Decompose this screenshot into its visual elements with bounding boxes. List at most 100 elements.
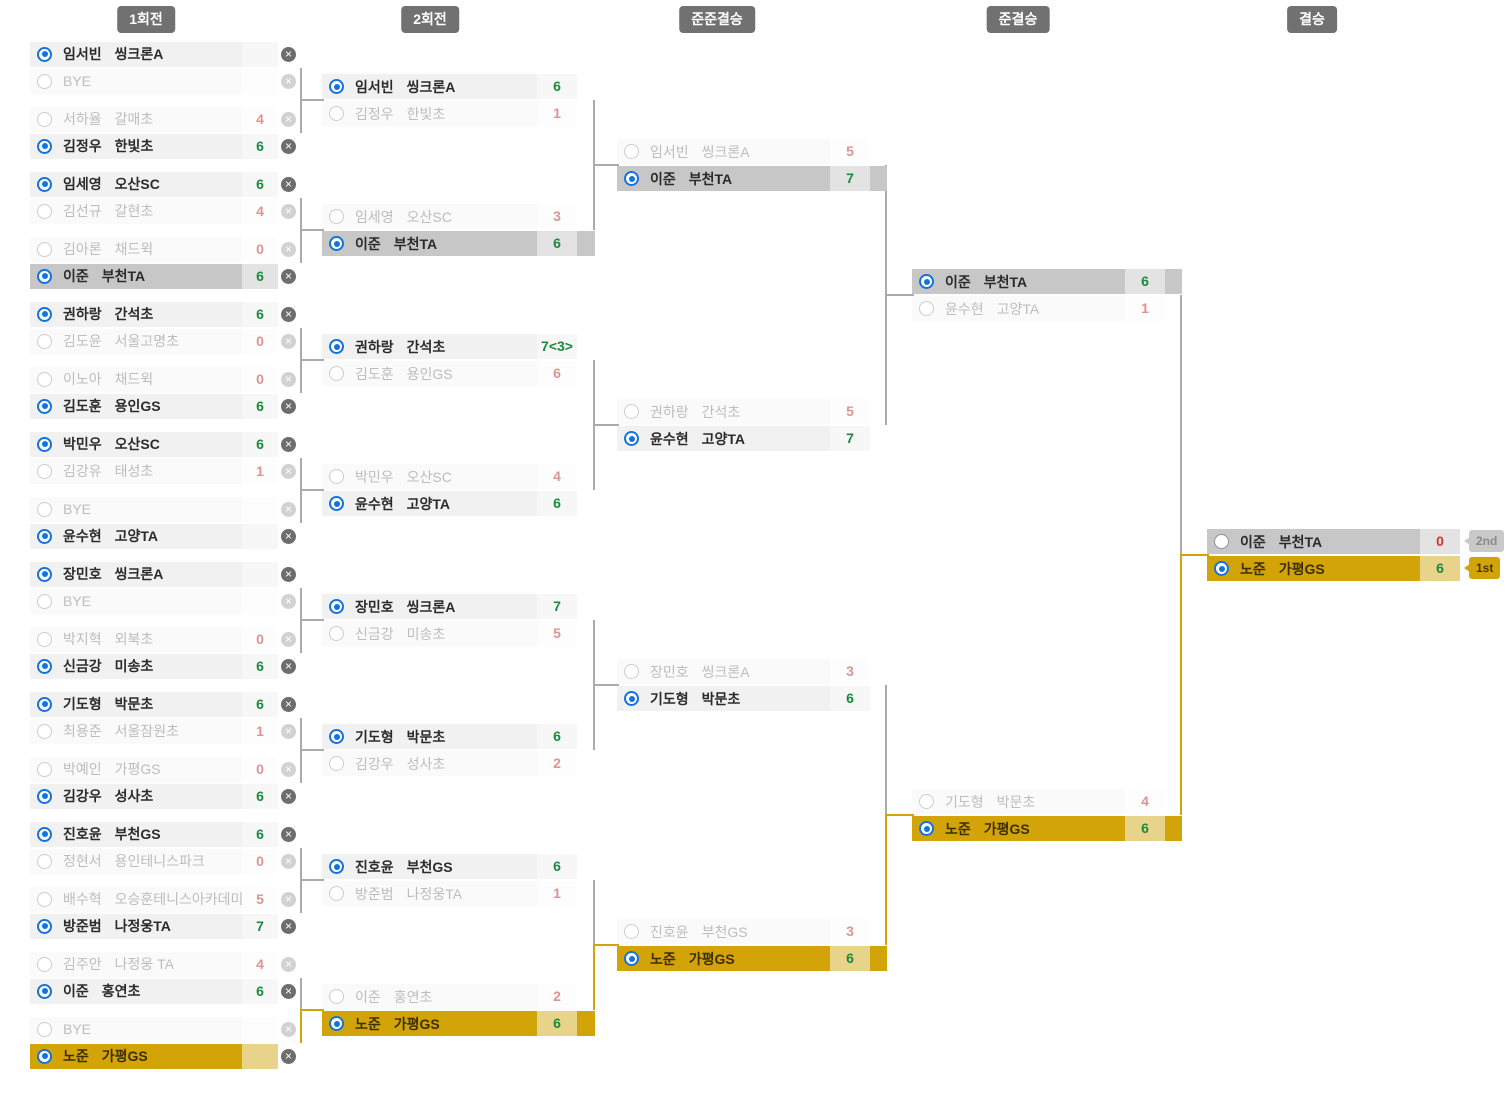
score-cell[interactable]: 7<3> [537,334,577,359]
player-row[interactable]: 김주안 나정웅 TA 4 [30,951,278,977]
score-cell[interactable]: 1 [1125,296,1165,321]
radio-selected-icon[interactable] [624,951,639,966]
score-cell[interactable]: 5 [242,886,278,912]
score-cell[interactable]: 6 [242,171,278,197]
remove-player-icon[interactable]: × [281,333,296,349]
player-row[interactable]: 윤수현 고양TA 7 [617,426,870,451]
score-cell[interactable]: 2 [537,984,577,1009]
player-row[interactable]: 이준 부천TA 6 [322,231,595,256]
player-row[interactable]: 배수혁 오승훈테니스아카데미 5 [30,886,278,912]
remove-player-icon[interactable]: × [281,853,296,869]
radio-selected-icon[interactable] [37,46,52,62]
remove-player-icon[interactable]: × [281,203,296,219]
radio-icon[interactable] [37,956,52,972]
remove-player-icon[interactable]: × [281,176,296,192]
score-cell[interactable]: 7 [830,166,870,191]
radio-icon[interactable] [329,469,344,484]
score-cell[interactable]: 6 [830,686,870,711]
radio-icon[interactable] [919,301,934,316]
player-row[interactable]: 장민호 씽크론A 3 [617,659,870,684]
radio-icon[interactable] [329,756,344,771]
radio-icon[interactable] [37,723,52,739]
player-row[interactable]: 김강우 성사초 2 [322,751,577,776]
score-cell[interactable]: 6 [242,301,278,327]
player-row[interactable]: 권하랑 간석초 5 [617,399,870,424]
score-cell[interactable]: 6 [830,946,870,971]
player-row[interactable]: 이준 부천TA 6 [912,269,1182,294]
score-cell[interactable] [242,561,278,587]
score-cell[interactable]: 6 [537,491,577,516]
radio-selected-icon[interactable] [1214,561,1229,576]
score-cell[interactable]: 0 [242,848,278,874]
player-row[interactable]: 김도훈 용인GS 6 [30,393,278,419]
remove-player-icon[interactable]: × [281,1021,296,1037]
radio-icon[interactable] [37,631,52,647]
remove-player-icon[interactable]: × [281,761,296,777]
player-row[interactable]: 이준 부천TA 0 [1207,529,1460,554]
player-row[interactable]: 박민우 오산SC 4 [322,464,577,489]
player-row[interactable]: 진호윤 부천GS 6 [322,854,577,879]
player-row[interactable]: 이준 부천TA 7 [617,166,887,191]
score-cell[interactable]: 4 [242,198,278,224]
radio-selected-icon[interactable] [329,729,344,744]
radio-selected-icon[interactable] [37,658,52,674]
score-cell[interactable] [242,1043,278,1069]
player-row[interactable]: 기도형 박문초 6 [322,724,577,749]
radio-selected-icon[interactable] [37,918,52,934]
remove-player-icon[interactable]: × [281,658,296,674]
remove-player-icon[interactable]: × [281,463,296,479]
player-row[interactable]: 권하랑 간석초 6 [30,301,278,327]
radio-selected-icon[interactable] [329,236,344,251]
radio-selected-icon[interactable] [329,599,344,614]
score-cell[interactable]: 7 [242,913,278,939]
score-cell[interactable]: 6 [242,431,278,457]
score-cell[interactable] [242,41,278,67]
radio-selected-icon[interactable] [919,274,934,289]
radio-icon[interactable] [624,664,639,679]
score-cell[interactable] [242,1016,278,1042]
player-row[interactable]: 이노아 채드윅 0 [30,366,278,392]
remove-player-icon[interactable]: × [281,501,296,517]
score-cell[interactable]: 0 [242,366,278,392]
radio-icon[interactable] [329,106,344,121]
player-row[interactable]: 기도형 박문초 4 [912,789,1165,814]
score-cell[interactable]: 4 [537,464,577,489]
player-row[interactable]: 정현서 용인테니스파크 0 [30,848,278,874]
radio-selected-icon[interactable] [329,496,344,511]
player-row[interactable]: 김도훈 용인GS 6 [322,361,577,386]
radio-selected-icon[interactable] [37,983,52,999]
radio-icon[interactable] [329,626,344,641]
player-row[interactable]: 김도윤 서울고명초 0 [30,328,278,354]
player-row[interactable]: 임서빈 씽크론A 6 [322,74,577,99]
radio-icon[interactable] [37,593,52,609]
score-cell[interactable] [242,588,278,614]
remove-player-icon[interactable]: × [281,111,296,127]
radio-icon[interactable] [329,989,344,1004]
player-row[interactable]: 권하랑 간석초 7<3> [322,334,577,359]
remove-player-icon[interactable]: × [281,788,296,804]
player-row[interactable]: 신금강 미송초 6 [30,653,278,679]
player-row[interactable]: 기도형 박문초 6 [30,691,278,717]
remove-player-icon[interactable]: × [281,528,296,544]
score-cell[interactable]: 6 [537,724,577,749]
score-cell[interactable]: 0 [242,626,278,652]
radio-icon[interactable] [37,203,52,219]
radio-selected-icon[interactable] [624,691,639,706]
remove-player-icon[interactable]: × [281,398,296,414]
score-cell[interactable]: 3 [537,204,577,229]
player-row[interactable]: 장민호 씽크론A 7 [322,594,577,619]
radio-icon[interactable] [329,209,344,224]
score-cell[interactable]: 6 [242,653,278,679]
radio-icon[interactable] [37,891,52,907]
score-cell[interactable] [242,496,278,522]
bye-row[interactable]: BYE [30,68,278,94]
score-cell[interactable] [242,523,278,549]
remove-player-icon[interactable]: × [281,593,296,609]
player-row[interactable]: 임서빈 씽크론A 5 [617,139,870,164]
score-cell[interactable]: 6 [242,691,278,717]
radio-selected-icon[interactable] [37,528,52,544]
radio-selected-icon[interactable] [37,826,52,842]
remove-player-icon[interactable]: × [281,73,296,89]
score-cell[interactable]: 5 [537,621,577,646]
radio-selected-icon[interactable] [329,79,344,94]
